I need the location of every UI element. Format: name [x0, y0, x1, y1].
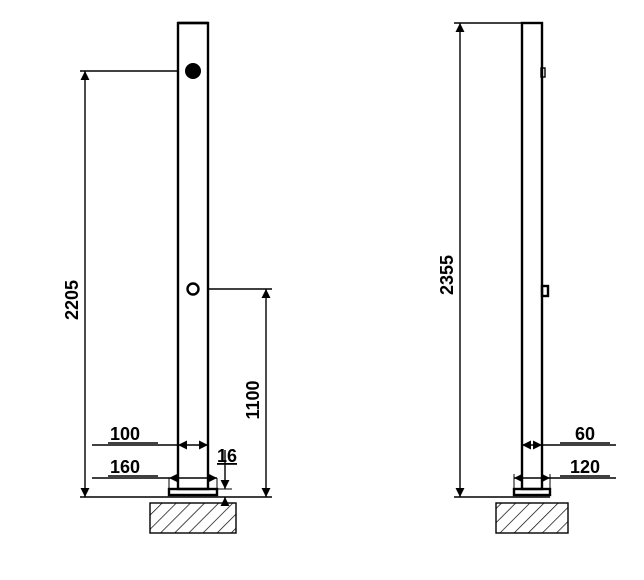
dim-16-label: 16	[217, 446, 237, 466]
front-hole-top	[185, 63, 201, 79]
side-flange	[514, 489, 550, 495]
dim-60: 60	[522, 424, 616, 455]
side-post	[522, 23, 542, 489]
front-post	[178, 23, 208, 489]
front-ground	[150, 503, 236, 533]
dim-100: 100	[92, 424, 208, 460]
dim-2205-label: 2205	[62, 280, 82, 320]
dim-2355-label: 2355	[437, 255, 457, 295]
dim-100-label: 100	[110, 424, 140, 444]
side-lug	[542, 286, 548, 296]
front-flange	[169, 489, 217, 495]
dim-2355: 2355	[437, 23, 522, 497]
dim-60-label: 60	[575, 424, 595, 444]
dim-120: 120	[514, 457, 616, 492]
front-hole-mid	[188, 284, 199, 295]
dim-1100-label: 1100	[243, 380, 263, 419]
dim-160-label: 160	[110, 457, 140, 477]
dim-16: 16	[217, 446, 237, 505]
dim-120-label: 120	[570, 457, 600, 477]
side-ground	[496, 503, 568, 533]
